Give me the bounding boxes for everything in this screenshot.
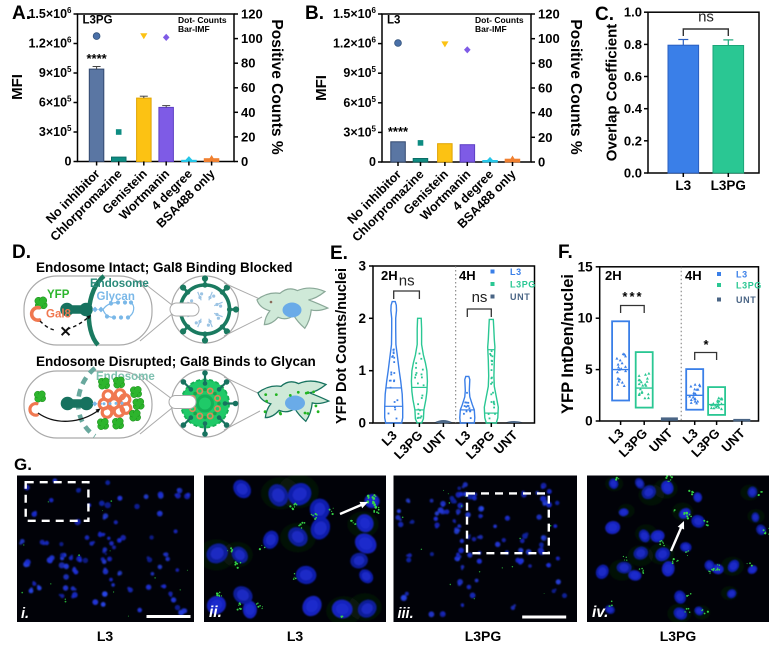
- svg-text:L3: L3: [287, 628, 304, 644]
- svg-text:60: 60: [538, 81, 552, 96]
- svg-text:0: 0: [369, 155, 376, 169]
- svg-text:40: 40: [538, 105, 552, 120]
- svg-text:0: 0: [358, 416, 366, 431]
- svg-text:Endosome: Endosome: [90, 278, 149, 290]
- svg-text:ns: ns: [472, 289, 488, 306]
- svg-text:0: 0: [585, 414, 593, 429]
- svg-text:ns: ns: [698, 9, 714, 26]
- svg-text:Dot- Counts: Dot- Counts: [475, 15, 524, 25]
- svg-text:ns: ns: [399, 273, 415, 290]
- svg-text:YFP Dot Counts/nuclei: YFP Dot Counts/nuclei: [334, 268, 350, 424]
- svg-text:YFP: YFP: [47, 289, 70, 301]
- svg-text:Positive Counts %: Positive Counts %: [567, 19, 584, 154]
- svg-text:6×105: 6×105: [39, 95, 72, 110]
- svg-text:F.: F.: [558, 242, 573, 263]
- svg-text:60: 60: [241, 80, 255, 95]
- svg-text:80: 80: [538, 56, 552, 71]
- svg-text:4H: 4H: [459, 268, 476, 283]
- svg-text:L3: L3: [510, 267, 522, 277]
- svg-text:4H: 4H: [685, 268, 702, 283]
- svg-text:*: *: [703, 337, 709, 352]
- svg-text:0.4: 0.4: [624, 101, 643, 116]
- svg-text:3×105: 3×105: [343, 124, 376, 139]
- svg-text:2H: 2H: [381, 268, 398, 283]
- svg-text:L3: L3: [736, 270, 748, 280]
- svg-text:i.: i.: [21, 606, 29, 622]
- svg-text:L3PG: L3PG: [660, 628, 697, 644]
- svg-text:Endosome: Endosome: [96, 371, 155, 383]
- svg-text:0: 0: [538, 155, 545, 170]
- svg-text:B.: B.: [305, 3, 324, 24]
- svg-text:1.2×106: 1.2×106: [28, 36, 72, 51]
- svg-text:L3PG: L3PG: [510, 280, 536, 290]
- svg-text:1.2×106: 1.2×106: [333, 36, 377, 51]
- svg-text:9×105: 9×105: [343, 65, 376, 80]
- svg-text:ii.: ii.: [209, 604, 222, 621]
- svg-text:***: ***: [622, 289, 643, 304]
- svg-text:MFI: MFI: [313, 75, 330, 101]
- svg-text:0.0: 0.0: [624, 166, 642, 181]
- svg-text:3×105: 3×105: [39, 124, 72, 139]
- svg-text:C.: C.: [595, 4, 614, 25]
- svg-text:6×105: 6×105: [343, 95, 376, 110]
- svg-text:A.: A.: [12, 3, 31, 24]
- svg-text:Glycan: Glycan: [97, 291, 135, 303]
- svg-text:0: 0: [241, 154, 248, 169]
- svg-text:1.5×106: 1.5×106: [28, 6, 72, 21]
- svg-text:Bar-IMF: Bar-IMF: [178, 24, 210, 34]
- svg-text:****: ****: [86, 51, 107, 66]
- svg-text:100: 100: [241, 31, 263, 46]
- svg-text:L3PG: L3PG: [83, 15, 113, 27]
- svg-text:20: 20: [538, 130, 552, 145]
- svg-text:E.: E.: [330, 243, 348, 264]
- svg-text:iv.: iv.: [592, 604, 608, 621]
- svg-text:0.2: 0.2: [624, 133, 642, 148]
- svg-text:Overlap Coefficient: Overlap Coefficient: [604, 24, 621, 162]
- svg-text:80: 80: [241, 56, 255, 71]
- svg-text:1.5×106: 1.5×106: [333, 6, 377, 21]
- svg-text:✕: ✕: [60, 325, 72, 341]
- svg-text:1.0: 1.0: [624, 5, 642, 20]
- svg-text:L3PG: L3PG: [711, 178, 746, 193]
- svg-text:G.: G.: [14, 455, 32, 474]
- svg-text:15: 15: [578, 259, 594, 274]
- svg-text:20: 20: [241, 129, 255, 144]
- svg-text:5: 5: [585, 362, 593, 377]
- svg-text:Endosome Disrupted; Gal8 Binds: Endosome Disrupted; Gal8 Binds to Glycan: [36, 354, 316, 369]
- svg-text:1: 1: [358, 363, 366, 378]
- svg-text:100: 100: [538, 31, 560, 46]
- svg-text:L3PG: L3PG: [736, 281, 762, 291]
- svg-text:10: 10: [578, 311, 593, 326]
- svg-text:****: ****: [388, 124, 409, 139]
- svg-text:UNT: UNT: [510, 292, 530, 302]
- svg-text:9×105: 9×105: [39, 65, 72, 80]
- svg-text:YFP IntDen/nuclei: YFP IntDen/nuclei: [559, 274, 577, 414]
- svg-text:120: 120: [241, 7, 263, 22]
- svg-text:L3: L3: [387, 15, 400, 27]
- svg-text:Dot- Counts: Dot- Counts: [178, 15, 227, 25]
- svg-text:iii.: iii.: [398, 606, 414, 622]
- svg-text:Gal8: Gal8: [46, 309, 72, 321]
- svg-text:40: 40: [241, 105, 255, 120]
- svg-text:2: 2: [358, 311, 366, 326]
- svg-text:L3PG: L3PG: [465, 628, 502, 644]
- svg-text:L3: L3: [675, 178, 691, 193]
- svg-text:0: 0: [65, 155, 72, 169]
- svg-text:120: 120: [538, 7, 560, 22]
- svg-text:0.8: 0.8: [624, 37, 642, 52]
- svg-text:L3: L3: [97, 628, 114, 644]
- svg-text:Endosome Intact; Gal8 Binding: Endosome Intact; Gal8 Binding Blocked: [36, 260, 293, 275]
- svg-text:Bar-IMF: Bar-IMF: [475, 24, 507, 34]
- svg-text:MFI: MFI: [9, 74, 26, 100]
- svg-text:UNT: UNT: [736, 295, 756, 305]
- svg-text:2H: 2H: [605, 268, 622, 283]
- svg-text:D.: D.: [12, 242, 31, 263]
- svg-text:3: 3: [358, 259, 366, 274]
- svg-text:Positive Counts %: Positive Counts %: [268, 19, 285, 154]
- svg-text:0.6: 0.6: [624, 69, 642, 84]
